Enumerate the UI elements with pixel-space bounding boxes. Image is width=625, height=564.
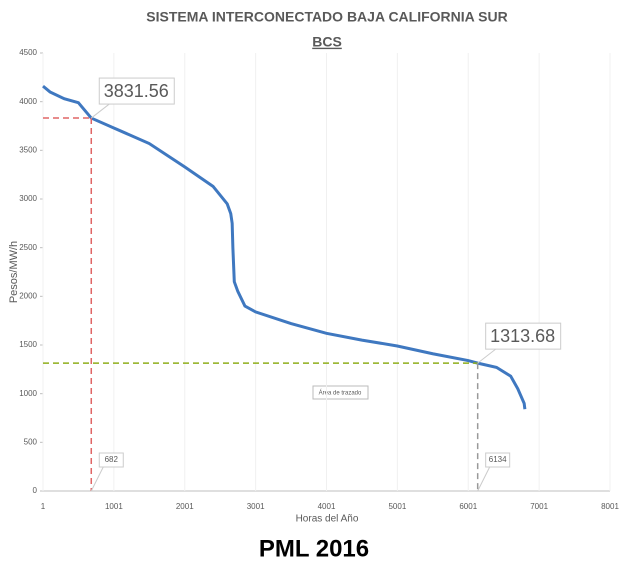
x-tick-label: 4001	[318, 502, 336, 511]
x-tick-label: 1001	[105, 502, 123, 511]
x-tick-label: 5001	[388, 502, 406, 511]
plot-area-label: Área de trazado	[319, 390, 362, 397]
x-tick-label: 8001	[601, 502, 619, 511]
y-tick-label: 2500	[19, 243, 37, 252]
chart-subtitle: BCS	[312, 34, 342, 50]
callout-pointer	[477, 348, 496, 364]
value-callout: 3831.56	[104, 81, 169, 101]
y-tick-label: 3000	[19, 194, 37, 203]
y-tick-label: 4000	[19, 97, 37, 106]
x-callout-pointer	[90, 466, 104, 492]
x-callout: 6134	[489, 455, 507, 464]
y-tick-label: 0	[33, 486, 38, 495]
y-tick-label: 3500	[19, 145, 37, 154]
x-callout-box	[98, 452, 124, 468]
data-line	[42, 84, 527, 410]
callout-box	[98, 77, 175, 105]
x-axis-label: Horas del Año	[296, 514, 359, 525]
x-tick-label: 7001	[530, 502, 548, 511]
y-tick-label: 1000	[19, 389, 37, 398]
callout-box	[485, 322, 562, 350]
y-axis-label: Pesos/MW/h	[8, 241, 20, 303]
value-callout: 1313.68	[490, 326, 555, 346]
x-tick-label: 3001	[247, 502, 265, 511]
footer: PML 2016	[259, 535, 369, 562]
x-tick-label: 6001	[459, 502, 477, 511]
callout-pointer	[90, 103, 110, 119]
y-tick-label: 1500	[19, 340, 37, 349]
x-callout: 682	[105, 455, 119, 464]
y-tick-label: 4500	[19, 48, 37, 57]
x-callout-box	[485, 452, 511, 468]
y-tick-label: 2000	[19, 291, 37, 300]
y-tick-label: 500	[24, 437, 38, 446]
chart-title: SISTEMA INTERCONECTADO BAJA CALIFORNIA S…	[146, 9, 507, 25]
x-callout-pointer	[477, 466, 491, 492]
x-tick-label: 2001	[176, 502, 194, 511]
x-tick-label: 1	[41, 502, 46, 511]
